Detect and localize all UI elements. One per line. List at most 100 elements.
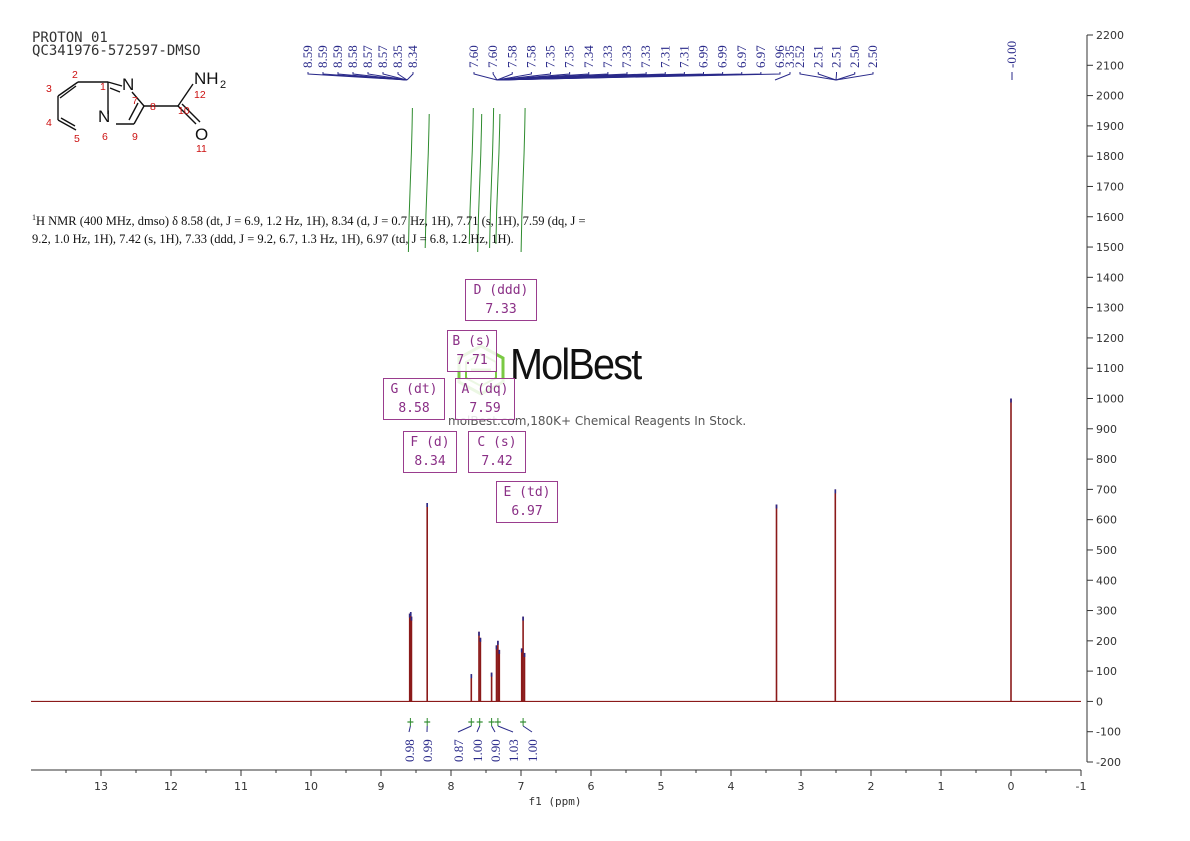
peak-label-connector bbox=[492, 72, 498, 81]
x-tick-label: 9 bbox=[378, 780, 385, 793]
peak-shift-label: 6.99 bbox=[696, 45, 711, 68]
integral-curve bbox=[468, 107, 474, 245]
integral-connector bbox=[497, 725, 514, 733]
structure-numbering: 2 3 4 5 6 7 8 9 10 11 12 1 bbox=[46, 69, 207, 155]
y-tick-label: 1100 bbox=[1096, 362, 1124, 375]
peak-label-group: 8.59 8.59 8.59 8.58 8.57 8.57 8.35 8.34 7.60 7.60… bbox=[300, 41, 1019, 81]
peak-label-connector bbox=[496, 72, 513, 81]
integral-curve bbox=[407, 107, 413, 253]
integral-curve bbox=[477, 113, 483, 253]
peak-shift-label: 2.52 bbox=[792, 45, 807, 68]
integral-connector bbox=[522, 725, 533, 733]
peak-shift-label: 2.51 bbox=[829, 45, 844, 68]
integral-connector bbox=[476, 725, 481, 733]
atom-number: 3 bbox=[46, 83, 52, 95]
x-tick-label: 4 bbox=[728, 780, 735, 793]
watermark-tagline: molBest.com,180K+ Chemical Reagents In S… bbox=[448, 414, 747, 428]
atom-number: 1 bbox=[100, 81, 106, 93]
x-tick-label: 2 bbox=[868, 780, 875, 793]
integral-connector bbox=[408, 725, 411, 733]
peak-shift-label: 8.35 bbox=[390, 45, 405, 68]
multiplet-label: B (s) bbox=[452, 334, 492, 349]
y-tick-label: 300 bbox=[1096, 605, 1117, 618]
multiplet-box-f: F (d) 8.34 bbox=[403, 431, 457, 473]
multiplet-shift: 6.97 bbox=[511, 504, 543, 519]
nucleus-superscript: 1 bbox=[32, 213, 36, 222]
y-tick-label: 2000 bbox=[1096, 90, 1124, 103]
peak-label-connector bbox=[835, 72, 874, 81]
x-tick-label: 5 bbox=[658, 780, 665, 793]
x-tick-label: 3 bbox=[798, 780, 805, 793]
atom-number: 12 bbox=[194, 89, 206, 101]
peak-shift-label: 8.34 bbox=[405, 45, 420, 68]
peak-label-connector bbox=[406, 72, 414, 81]
peak-label-connector bbox=[835, 72, 856, 81]
peak-shift-label: 7.31 bbox=[676, 45, 691, 68]
x-tick-label: 7 bbox=[518, 780, 525, 793]
peak-shift-label: 7.60 bbox=[485, 45, 500, 68]
peak-label-connector bbox=[473, 72, 498, 81]
multiplet-shift: 8.34 bbox=[414, 454, 446, 469]
x-tick-label: 8 bbox=[448, 780, 455, 793]
peak-shift-label: 6.96 bbox=[772, 45, 787, 68]
watermark-brand: MolBest bbox=[510, 340, 642, 389]
peak-label-connector bbox=[337, 72, 408, 81]
atom-nh2-sub: 2 bbox=[220, 79, 226, 91]
atom-nh2: NH bbox=[194, 69, 219, 88]
peak-shift-label: 7.33 bbox=[619, 45, 634, 68]
x-tick-label: 12 bbox=[164, 780, 178, 793]
nmr-description-text: H NMR (400 MHz, dmso) δ 8.58 (dt, J = 6.… bbox=[32, 214, 586, 247]
peak-shift-label: 3.35 bbox=[782, 45, 797, 68]
integral-value-label: 0.90 bbox=[488, 739, 503, 762]
multiplet-shift: 7.42 bbox=[481, 454, 513, 469]
peak-shift-label: 8.59 bbox=[315, 45, 330, 68]
integral-value-label: 0.87 bbox=[451, 739, 466, 762]
y-tick-label: 1700 bbox=[1096, 180, 1124, 193]
integral-connector bbox=[491, 725, 496, 733]
peak-label-connector bbox=[397, 72, 408, 81]
chemical-structure: N N NH 2 O 2 3 4 5 6 7 8 9 10 11 12 1 bbox=[46, 69, 226, 155]
x-tick-label: 11 bbox=[234, 780, 248, 793]
peak-shift-label: 7.58 bbox=[523, 45, 538, 68]
atom-number: 4 bbox=[46, 117, 52, 129]
multiplet-label: E (td) bbox=[503, 485, 551, 500]
peak-shift-label: 7.33 bbox=[638, 45, 653, 68]
atom-n-ring: N bbox=[98, 107, 110, 126]
multiplet-box-g: G (dt) 8.58 bbox=[383, 378, 445, 420]
x-tick-label: -1 bbox=[1076, 780, 1087, 793]
y-tick-label: 2100 bbox=[1096, 59, 1124, 72]
y-tick-label: 1800 bbox=[1096, 150, 1124, 163]
plot-axes: 13 12 11 10 9 8 7 6 5 4 3 2 1 0 -1f1 (ppm)220021002000… bbox=[31, 29, 1124, 808]
peak-shift-label: 7.35 bbox=[562, 45, 577, 68]
peak-shift-label: 2.50 bbox=[847, 45, 862, 68]
integral-value-label: 0.99 bbox=[420, 739, 435, 762]
sample-id: QC341976-572597-DMSO bbox=[32, 43, 201, 59]
integral-curves bbox=[407, 107, 526, 253]
peak-shift-label: 8.57 bbox=[375, 45, 390, 68]
nmr-description: 1H NMR (400 MHz, dmso) δ 8.58 (dt, J = 6… bbox=[32, 209, 592, 248]
peak-shift-label: -0.00 bbox=[1004, 41, 1019, 68]
x-tick-label: 6 bbox=[588, 780, 595, 793]
peak-shift-label: 2.51 bbox=[810, 45, 825, 68]
multiplet-box-b: B (s) 7.71 bbox=[447, 330, 497, 372]
multiplet-label: G (dt) bbox=[390, 382, 438, 397]
peak-shift-label: 7.34 bbox=[581, 45, 596, 68]
atom-number: 8 bbox=[150, 101, 156, 113]
peak-label-connector bbox=[835, 72, 837, 81]
x-tick-label: 10 bbox=[304, 780, 318, 793]
atom-n-top: N bbox=[122, 75, 134, 94]
atom-o: O bbox=[195, 125, 208, 144]
atom-number: 7 bbox=[132, 95, 138, 107]
structure-atoms: N N NH 2 O bbox=[98, 69, 226, 144]
integral-curve bbox=[489, 107, 495, 249]
multiplet-shift: 7.71 bbox=[456, 353, 488, 368]
peak-label-connector bbox=[799, 72, 837, 81]
integral-label-group: 0.98 0.99 0.87 1.00 0.90 1.03 1.00 bbox=[402, 718, 540, 762]
peak-shift-label: 2.50 bbox=[865, 45, 880, 68]
y-tick-label: 2200 bbox=[1096, 29, 1124, 42]
multiplet-shift: 7.33 bbox=[485, 302, 517, 317]
peak-shift-label: 8.58 bbox=[345, 45, 360, 68]
atom-number: 5 bbox=[74, 133, 80, 145]
integral-curve bbox=[520, 107, 526, 253]
